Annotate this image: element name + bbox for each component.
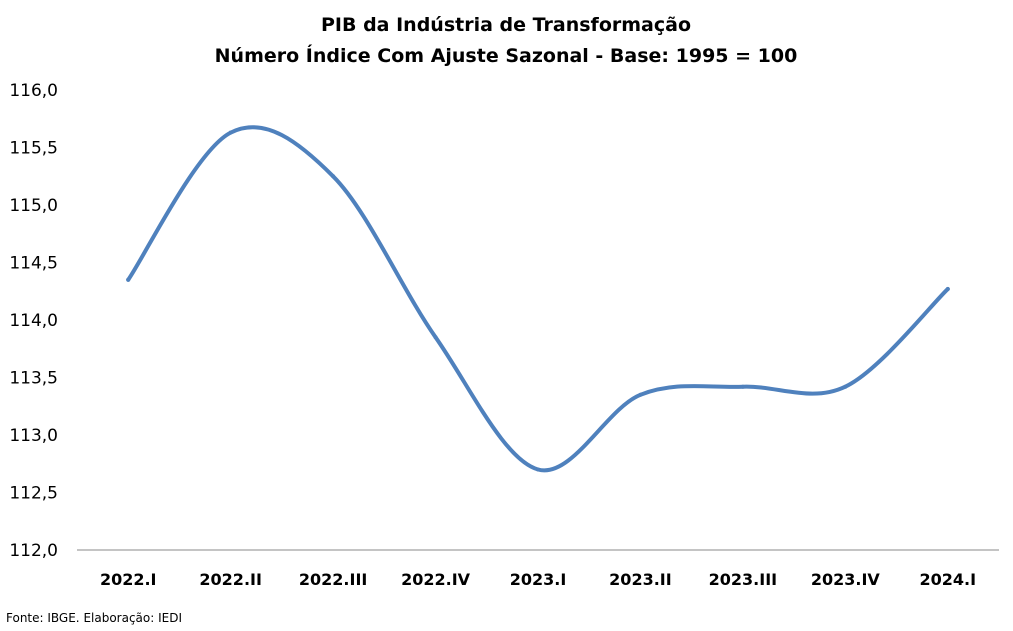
y-tick-label: 113,5 [9, 369, 58, 389]
y-tick-label: 114,0 [9, 311, 58, 331]
data-point [740, 384, 745, 389]
x-tick-label: 2022.IV [401, 570, 471, 589]
x-tick-label: 2022.II [199, 570, 262, 589]
y-tick-label: 116,0 [9, 81, 58, 101]
data-point [843, 384, 848, 389]
series-line [126, 125, 950, 473]
x-tick-label: 2024.I [919, 570, 976, 589]
data-point [638, 392, 643, 397]
y-tick-label: 115,0 [9, 196, 58, 216]
y-tick-label: 114,5 [9, 254, 58, 274]
x-tick-label: 2023.III [709, 570, 777, 589]
x-axis-ticks: 2022.I 2022.II 2022.III 2022.IV 2023.I 2023.I… [100, 570, 976, 589]
y-axis-ticks: 112,0 112,5 113,0 113,5 114,0 114,5 115,0 115,5… [9, 81, 58, 561]
y-tick-label: 115,5 [9, 139, 58, 159]
chart-subtitle: Número Índice Com Ajuste Sazonal - Base:… [215, 44, 798, 67]
chart-title: PIB da Indústria de Transformação [321, 14, 691, 36]
x-tick-label: 2023.II [609, 570, 672, 589]
x-tick-label: 2023.IV [811, 570, 881, 589]
y-tick-label: 112,0 [9, 541, 58, 561]
source-note: Fonte: IBGE. Elaboração: IEDI [6, 611, 183, 625]
x-tick-label: 2022.III [299, 570, 367, 589]
data-point [331, 174, 336, 179]
series-points [126, 130, 950, 472]
x-tick-label: 2022.I [100, 570, 157, 589]
data-point [536, 467, 540, 472]
x-tick-label: 2023.I [510, 570, 567, 589]
data-point [126, 277, 131, 282]
data-point [228, 130, 233, 135]
y-tick-label: 113,0 [9, 426, 58, 446]
data-point [433, 335, 438, 340]
y-tick-label: 112,5 [9, 484, 58, 504]
data-point [945, 286, 950, 291]
